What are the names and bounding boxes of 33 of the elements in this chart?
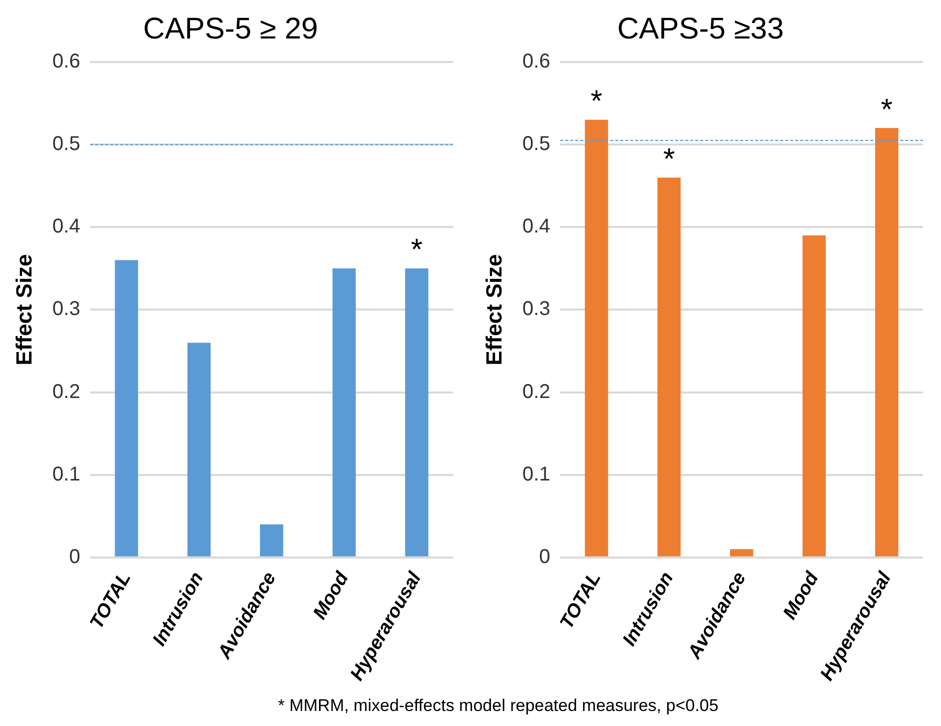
bar — [405, 268, 428, 556]
bar — [657, 178, 681, 556]
y-tick-label: 0.1 — [52, 463, 80, 486]
bar — [187, 342, 211, 556]
bar — [584, 120, 608, 556]
y-tick-label: 0.5 — [52, 133, 80, 156]
y-tick-label: 0.1 — [522, 463, 550, 486]
bar — [332, 268, 356, 556]
y-tick-label: 0.6 — [52, 50, 80, 73]
y-tick-label: 0.5 — [522, 133, 550, 156]
bar — [730, 549, 754, 556]
annotation: * — [410, 234, 423, 267]
y-tick-label: 0.2 — [52, 380, 80, 403]
bar — [114, 260, 138, 556]
y-tick-label: 0 — [539, 546, 550, 568]
y-tick-label: 0.3 — [52, 298, 80, 320]
annotation: * — [880, 93, 893, 126]
y-axis-title: Effect Size — [481, 254, 506, 366]
y-tick-label: 0.3 — [522, 298, 550, 320]
y-tick-label: 0.4 — [52, 216, 80, 238]
bar — [260, 524, 284, 556]
y-axis-title: Effect Size — [11, 254, 36, 366]
bar — [802, 235, 826, 556]
y-tick-label: 0.2 — [522, 380, 550, 403]
y-tick-label: 0.6 — [522, 50, 550, 73]
chart-title: CAPS-5 ≥33 — [617, 12, 784, 46]
text: * MMRM, mixed-effects model repeated measures, p<0.05 — [278, 696, 718, 716]
annotation: * — [663, 142, 676, 176]
annotation: * — [590, 85, 603, 118]
bar — [875, 128, 898, 556]
y-tick-label: 0 — [69, 546, 80, 568]
chart-title: CAPS-5 ≥ 29 — [143, 12, 318, 46]
y-tick-label: 0.4 — [522, 216, 550, 238]
